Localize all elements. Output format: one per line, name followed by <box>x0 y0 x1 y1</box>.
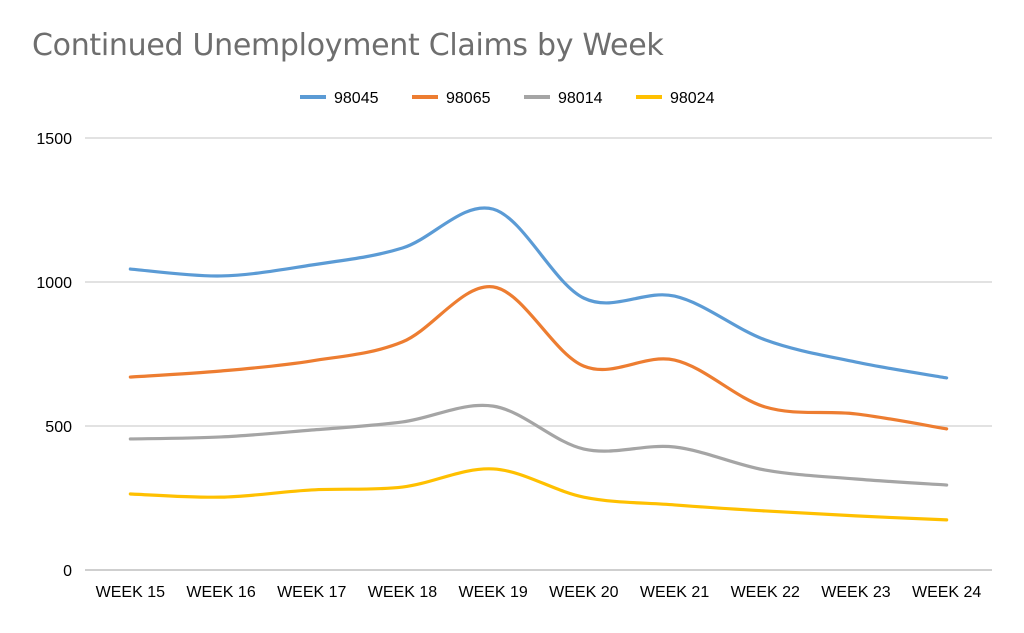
x-tick-label: WEEK 24 <box>912 584 981 601</box>
x-tick-label: WEEK 15 <box>96 584 165 601</box>
x-tick-label: WEEK 20 <box>549 584 618 601</box>
x-tick-label: WEEK 18 <box>368 584 437 601</box>
x-tick-label: WEEK 16 <box>186 584 255 601</box>
series-line-98045 <box>128 206 949 380</box>
series-line-98024 <box>128 467 949 522</box>
legend-label: 98045 <box>334 90 379 107</box>
legend-label: 98024 <box>670 90 715 107</box>
x-tick-label: WEEK 21 <box>640 584 709 601</box>
x-tick-label: WEEK 19 <box>458 584 527 601</box>
x-tick-label: WEEK 22 <box>731 584 800 601</box>
x-tick-label: WEEK 17 <box>277 584 346 601</box>
y-tick-label: 500 <box>45 419 72 436</box>
y-tick-label: 1000 <box>36 275 72 292</box>
series-line-98014 <box>128 403 949 487</box>
legend-label: 98065 <box>446 90 491 107</box>
y-tick-label: 0 <box>63 563 72 580</box>
legend-label: 98014 <box>558 90 603 107</box>
y-tick-label: 1500 <box>36 131 72 148</box>
x-tick-label: WEEK 23 <box>821 584 890 601</box>
series-line-98065 <box>128 285 949 431</box>
chart-title: Continued Unemployment Claims by Week <box>32 28 664 63</box>
